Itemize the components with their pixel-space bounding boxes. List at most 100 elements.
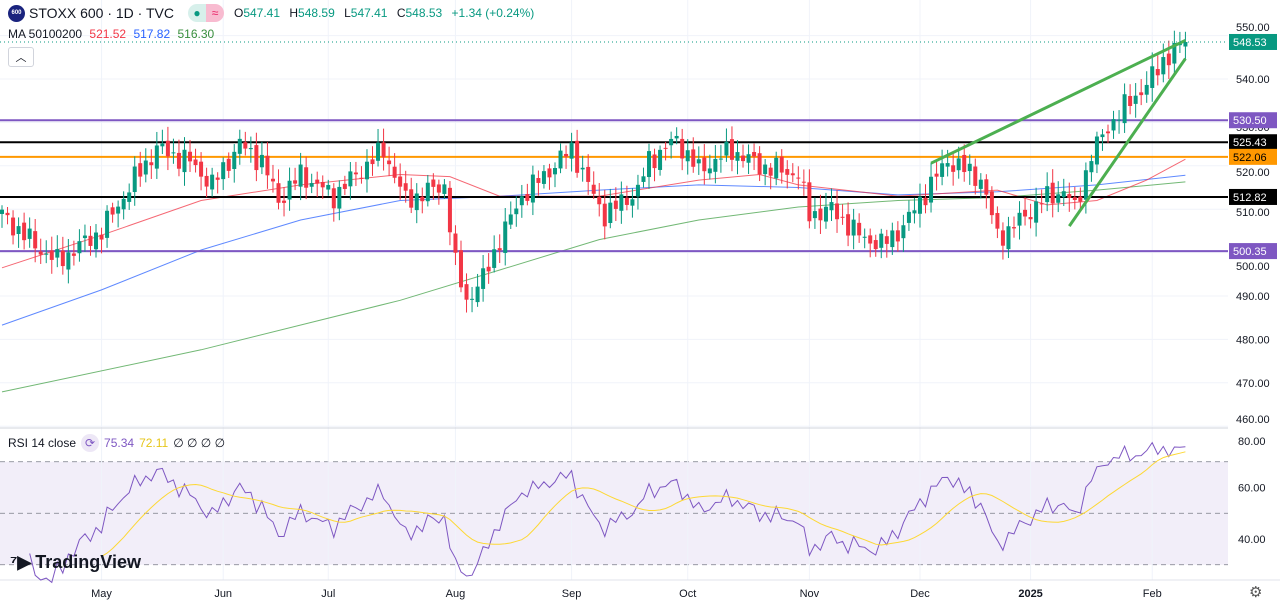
candle-body: [917, 196, 922, 214]
candle-body: [906, 211, 911, 223]
candle-body: [259, 154, 264, 168]
candle-body: [674, 135, 679, 139]
candle-body: [790, 173, 795, 176]
candle-body: [785, 169, 790, 175]
candle-body: [226, 158, 231, 171]
candle-body: [420, 196, 425, 202]
candle-body: [431, 179, 436, 187]
time-tick-label: May: [91, 588, 112, 600]
time-tick-label: Jul: [321, 588, 335, 600]
candle-body: [392, 166, 397, 178]
price-tick-label: 470.00: [1236, 378, 1270, 390]
candle-body: [1067, 194, 1072, 198]
candle-body: [464, 284, 469, 300]
time-tick-label: Dec: [910, 588, 930, 600]
candle-body: [193, 159, 198, 166]
candle-body: [1161, 57, 1166, 75]
candle-body: [669, 138, 674, 146]
candle-body: [293, 180, 298, 184]
settings-gear-icon[interactable]: ⚙: [1249, 584, 1263, 601]
candle-body: [1089, 161, 1094, 173]
market-open-icon: ●: [187, 4, 206, 22]
price-tick-label: 490.00: [1236, 291, 1270, 303]
level-price-badge: [1229, 134, 1277, 151]
candle-body: [1072, 197, 1077, 201]
ma-label: MA 50100200: [8, 27, 83, 41]
candle-body: [835, 203, 840, 220]
candle-body: [663, 147, 668, 149]
candle-body: [613, 200, 618, 209]
candle-body: [973, 166, 978, 186]
candle-body: [132, 166, 137, 193]
level-price-badge: [1229, 243, 1277, 260]
candle-body: [868, 235, 873, 244]
status-pill[interactable]: ● ≈: [187, 4, 224, 22]
candle-body: [989, 191, 994, 216]
candle-body: [1122, 94, 1127, 124]
candle-body: [735, 152, 740, 161]
candle-body: [1150, 66, 1155, 88]
candle-body: [492, 249, 497, 268]
price-tick-label: 550.00: [1236, 22, 1270, 34]
candle-body: [409, 189, 414, 208]
candle-body: [11, 217, 16, 236]
trend-line: [930, 39, 1187, 165]
level-price-label: 530.50: [1233, 115, 1267, 127]
candle-body: [182, 149, 187, 173]
candle-body: [757, 153, 762, 175]
price-tick-label: 480.00: [1236, 334, 1270, 346]
candle-body: [342, 183, 347, 189]
candle-body: [597, 196, 602, 205]
candle-body: [381, 142, 386, 158]
candle-body: [724, 141, 729, 156]
candle-body: [265, 155, 270, 176]
time-tick-label: Sep: [562, 588, 582, 600]
candle-body: [221, 162, 226, 180]
candle-body: [44, 253, 49, 255]
candle-body: [575, 140, 580, 173]
candle-body: [807, 182, 812, 222]
candle-body: [818, 208, 823, 221]
candle-body: [564, 153, 569, 157]
price-tick-label: 510.00: [1236, 207, 1270, 219]
candle-body: [945, 163, 950, 167]
candle-body: [1139, 92, 1144, 96]
candle-body: [475, 286, 480, 303]
rsi-ma-value: 72.11: [139, 436, 169, 450]
candle-body: [436, 184, 441, 193]
approx-icon: ≈: [205, 4, 224, 22]
candle-body: [879, 233, 884, 248]
collapse-legend-button[interactable]: ︿: [8, 47, 34, 67]
ma200-value: 516.30: [177, 27, 215, 41]
candle-body: [171, 152, 176, 154]
candle-body: [541, 171, 546, 184]
candle-body: [414, 193, 419, 211]
candle-body: [82, 235, 87, 239]
candle-body: [0, 209, 4, 214]
rsi-tick-label: 40.00: [1238, 534, 1266, 546]
candle-body: [254, 145, 259, 171]
candle-body: [890, 230, 895, 248]
refresh-icon[interactable]: ⟳: [81, 434, 100, 452]
candle-body: [901, 225, 906, 239]
symbol-logo: 600: [8, 4, 25, 22]
ma-legend[interactable]: MA 50100200 521.52 517.82 516.30: [8, 27, 218, 41]
candle-body: [94, 232, 99, 250]
candle-body: [71, 253, 76, 256]
candle-body: [1050, 182, 1055, 204]
price-axis: [1228, 0, 1280, 604]
tradingview-logo[interactable]: ⁷▶ TradingView: [10, 552, 141, 573]
candle-body: [1172, 42, 1177, 64]
candle-body: [635, 184, 640, 197]
ma50-value: 521.52: [89, 27, 127, 41]
candle-body: [331, 188, 336, 209]
time-tick-label: 2025: [1018, 588, 1042, 600]
candle-body: [276, 183, 281, 203]
rsi-legend[interactable]: RSI 14 close ⟳ 75.34 72.11 ∅ ∅ ∅ ∅: [8, 434, 230, 452]
symbol-title[interactable]: STOXX 600 · 1D · TVC: [29, 5, 174, 21]
candle-body: [978, 179, 983, 189]
candle-body: [176, 152, 181, 169]
candle-body: [752, 152, 757, 157]
ma100-value: 517.82: [133, 27, 171, 41]
